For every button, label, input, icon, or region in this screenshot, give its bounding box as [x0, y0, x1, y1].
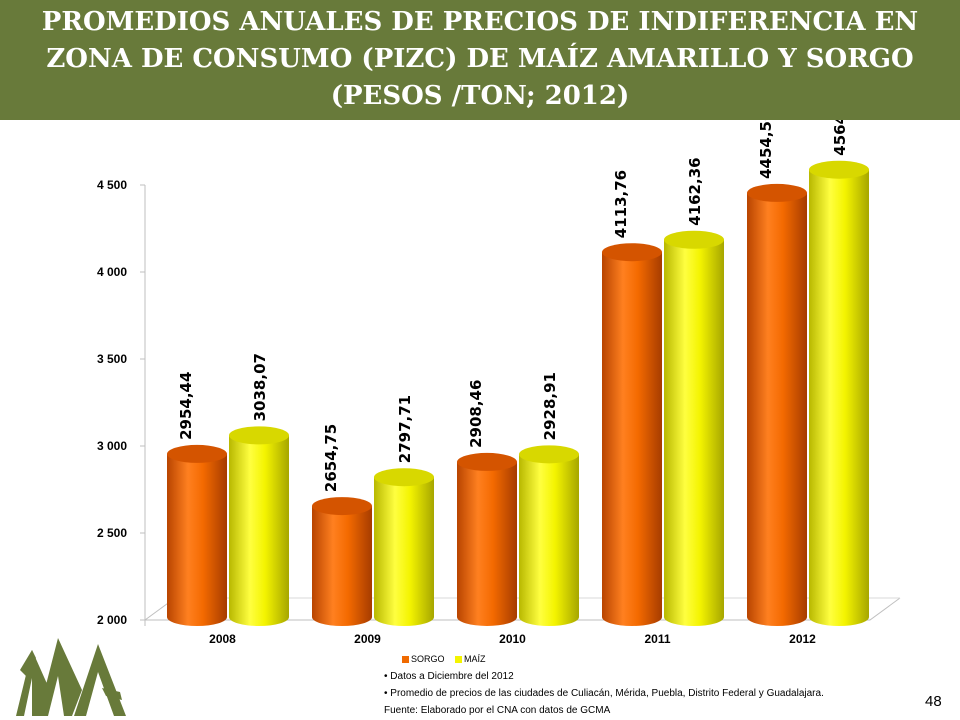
data-label: 4113,76	[612, 170, 630, 238]
legend-label-sorgo: SORGO	[411, 654, 445, 664]
chart-legend: SORGO MAÍZ	[402, 654, 494, 664]
chart-notes: • Datos a Diciembre del 2012 • Promedio …	[384, 668, 824, 719]
bar-maiz-2010	[519, 454, 579, 626]
data-labels: 2954,44 2654,75 2908,46 4113,76 4454,56 3038,…	[177, 120, 849, 492]
page-title: PROMEDIOS ANUALES DE PRECIOS DE INDIFERE…	[41, 7, 919, 111]
bar-maiz-2008	[229, 435, 289, 626]
bar-top-2008	[167, 444, 227, 463]
bar-sorgo-2010	[457, 461, 517, 626]
y-tick-label: 4 000	[97, 265, 127, 279]
bar-top-2010	[457, 452, 517, 471]
legend-label-maiz: MAÍZ	[464, 654, 486, 664]
bar-maiz-2009	[374, 477, 434, 626]
note-source: Fuente: Elaborado por el CNA con datos d…	[384, 705, 611, 716]
x-tick-label: 2011	[644, 632, 670, 646]
title-banner: PROMEDIOS ANUALES DE PRECIOS DE INDIFERE…	[0, 0, 960, 120]
bar-chart: 2 000 2 500 3 000 3 500 4 000 4 500 2008 2009 20…	[97, 120, 901, 646]
data-label: 4564,86	[831, 120, 849, 156]
bar-sorgo-2012	[747, 192, 807, 626]
bar-sorgo-2008	[167, 453, 227, 626]
data-label: 2797,71	[396, 395, 414, 463]
y-tick-label: 3 500	[97, 352, 127, 366]
y-tick-label: 3 000	[97, 439, 127, 453]
data-label: 3038,07	[251, 353, 269, 421]
bar-top-2008	[229, 426, 289, 445]
note-date-text: Datos a Diciembre del 2012	[390, 671, 514, 682]
note-date: • Datos a Diciembre del 2012	[384, 671, 514, 682]
bar-maiz-2011	[664, 239, 724, 626]
cna-mountains-logo-icon	[16, 638, 126, 716]
data-label: 2908,46	[467, 380, 485, 448]
data-label: 2954,44	[177, 372, 195, 440]
bar-sorgo-2011	[602, 252, 662, 627]
data-label: 2928,91	[541, 372, 559, 440]
note-cities-text: Promedio de precios de las ciudades de C…	[390, 688, 824, 699]
x-tick-label: 2010	[499, 632, 526, 646]
data-label: 2654,75	[322, 424, 340, 492]
y-tick-label: 4 500	[97, 178, 127, 192]
legend-swatch-sorgo	[402, 656, 409, 664]
bar-top-2011	[664, 230, 724, 249]
bar-top-2009	[374, 468, 434, 487]
x-tick-label: 2009	[354, 632, 381, 646]
bar-top-2010	[519, 445, 579, 464]
legend-swatch-maiz	[455, 656, 463, 664]
data-label: 4454,56	[757, 120, 775, 179]
x-tick-label: 2012	[789, 632, 816, 646]
legend-item-sorgo: SORGO	[402, 654, 445, 664]
note-cities: • Promedio de precios de las ciudades de…	[384, 688, 824, 699]
bar-maiz-2012	[809, 169, 869, 626]
y-tick-label: 2 000	[97, 613, 127, 627]
bar-top-2009	[312, 497, 372, 516]
bar-top-2011	[602, 243, 662, 262]
y-tick-label: 2 500	[97, 526, 127, 540]
page-number: 48	[925, 693, 942, 710]
legend-item-maiz: MAÍZ	[455, 654, 486, 664]
bar-sorgo-2009	[312, 506, 372, 626]
x-tick-label: 2008	[209, 632, 236, 646]
bar-series	[167, 160, 869, 627]
bar-top-2012	[747, 183, 807, 202]
bar-top-2012	[809, 160, 869, 179]
data-label: 4162,36	[686, 157, 704, 225]
